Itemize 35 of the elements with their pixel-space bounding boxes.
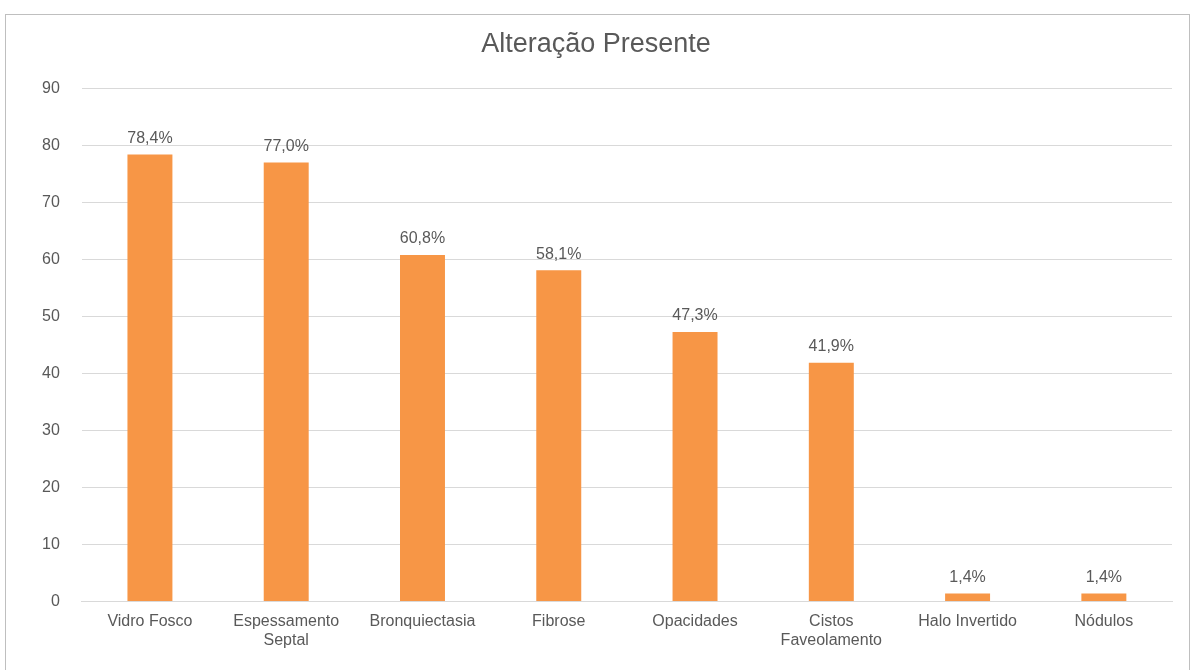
x-tick-label: Nódulos <box>1074 611 1134 629</box>
data-label: 77,0% <box>263 136 309 154</box>
bar <box>945 593 991 602</box>
y-tick-label: 70 <box>42 192 60 210</box>
data-label: 1,4% <box>1085 568 1123 586</box>
y-tick-label: 0 <box>50 592 60 610</box>
y-tick-label: 40 <box>42 363 60 381</box>
bar <box>672 331 718 602</box>
x-tick-label: Vidro Fosco <box>107 611 193 629</box>
y-tick-label: 20 <box>42 477 60 495</box>
x-tick-label: Espessamento Septal <box>233 611 340 648</box>
bar <box>808 362 854 602</box>
x-tick-label: Opacidades <box>652 611 738 629</box>
data-label: 60,8% <box>399 229 446 247</box>
data-label: 78,4% <box>127 128 173 146</box>
chart-title: Alteração Presente <box>481 27 711 58</box>
y-tick-label: 10 <box>42 534 60 552</box>
data-label: 1,4% <box>949 568 986 586</box>
y-tick-label: 60 <box>42 249 60 267</box>
bar <box>1081 593 1127 602</box>
y-tick-label: 80 <box>42 135 60 153</box>
y-tick-label: 50 <box>42 306 60 324</box>
bar <box>536 270 582 602</box>
x-tick-label: Bronquiectasia <box>369 611 476 629</box>
y-tick-label: 90 <box>42 78 60 96</box>
x-tick-label: Fibrose <box>532 611 586 629</box>
bar <box>263 162 309 602</box>
data-label: 41,9% <box>808 337 854 355</box>
data-label: 47,3% <box>672 306 718 324</box>
bar <box>127 154 173 602</box>
y-tick-label: 30 <box>42 420 60 438</box>
x-tick-label: Halo Invertido <box>918 611 1018 629</box>
data-label: 58,1% <box>536 244 582 262</box>
bar <box>400 254 445 602</box>
x-tick-label: Cistos Faveolamento <box>780 611 883 648</box>
